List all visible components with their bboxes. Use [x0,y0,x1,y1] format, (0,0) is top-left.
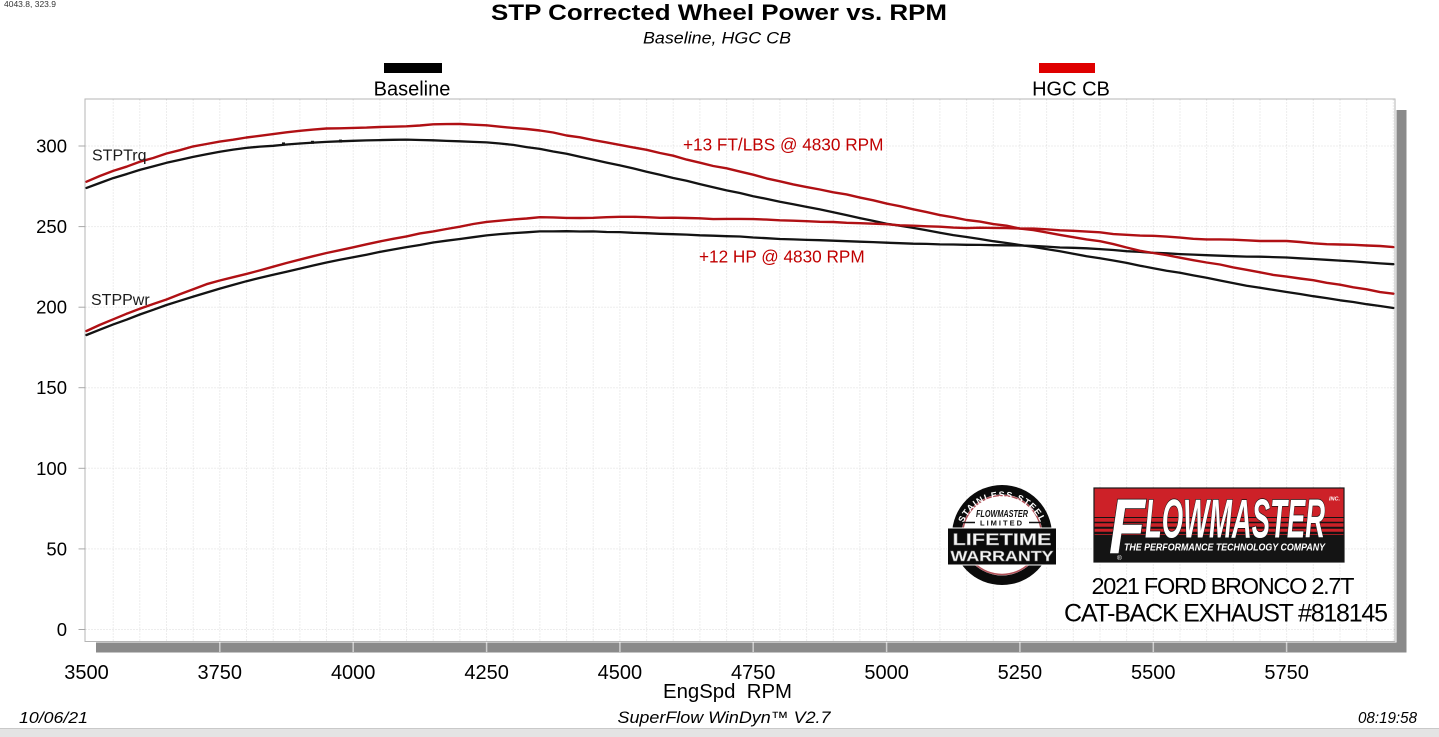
svg-text:100: 100 [36,458,67,479]
svg-text:LIFETIME: LIFETIME [953,531,1052,549]
svg-text:300: 300 [36,136,67,157]
svg-text:SuperFlow WinDyn™ V2.7: SuperFlow WinDyn™ V2.7 [618,709,832,727]
svg-text:4000: 4000 [331,662,376,684]
svg-text:50: 50 [46,538,67,559]
svg-text:0: 0 [57,619,67,640]
svg-text:F: F [1109,482,1147,570]
svg-text:LOWMASTER: LOWMASTER [1145,488,1325,550]
svg-text:STP Corrected Wheel Power vs.: STP Corrected Wheel Power vs. RPM [491,0,947,25]
svg-text:FLOWMASTER: FLOWMASTER [976,509,1029,520]
svg-text:4750: 4750 [731,662,776,684]
svg-text:5750: 5750 [1264,662,1309,684]
svg-text:CAT-BACK EXHAUST #818145: CAT-BACK EXHAUST #818145 [1064,600,1388,628]
svg-text:08:19:58: 08:19:58 [1358,710,1417,727]
svg-text:5000: 5000 [864,662,909,684]
svg-text:3750: 3750 [198,662,243,684]
svg-text:150: 150 [36,377,67,398]
svg-text:HGC CB: HGC CB [1032,79,1110,101]
svg-text:THE PERFORMANCE TECHNOLOGY COM: THE PERFORMANCE TECHNOLOGY COMPANY [1124,542,1326,554]
svg-text:®: ® [1117,554,1122,562]
svg-text:STPTrq: STPTrq [92,148,147,165]
svg-text:Baseline, HGC CB: Baseline, HGC CB [643,29,791,48]
svg-text:2021 FORD BRONCO 2.7T: 2021 FORD BRONCO 2.7T [1092,573,1355,599]
svg-text:+13 FT/LBS @ 4830 RPM: +13 FT/LBS @ 4830 RPM [683,135,883,155]
svg-text:+12 HP @ 4830 RPM: +12 HP @ 4830 RPM [699,247,865,267]
svg-text:EngSpd RPM: EngSpd RPM [663,681,792,703]
svg-text:4250: 4250 [464,662,509,684]
svg-text:250: 250 [36,216,67,237]
svg-text:Baseline: Baseline [374,79,451,101]
svg-text:3500: 3500 [64,662,109,684]
svg-text:5500: 5500 [1131,662,1176,684]
svg-text:WARRANTY: WARRANTY [951,548,1054,565]
svg-text:200: 200 [36,297,67,318]
svg-text:4500: 4500 [598,662,643,684]
svg-text:INC.: INC. [1329,497,1340,503]
svg-text:10/06/21: 10/06/21 [19,710,88,727]
svg-text:LIMITED: LIMITED [980,519,1024,528]
svg-text:4043.8, 323.9: 4043.8, 323.9 [4,0,56,9]
svg-text:5250: 5250 [998,662,1043,684]
svg-text:STPPwr: STPPwr [91,292,150,309]
